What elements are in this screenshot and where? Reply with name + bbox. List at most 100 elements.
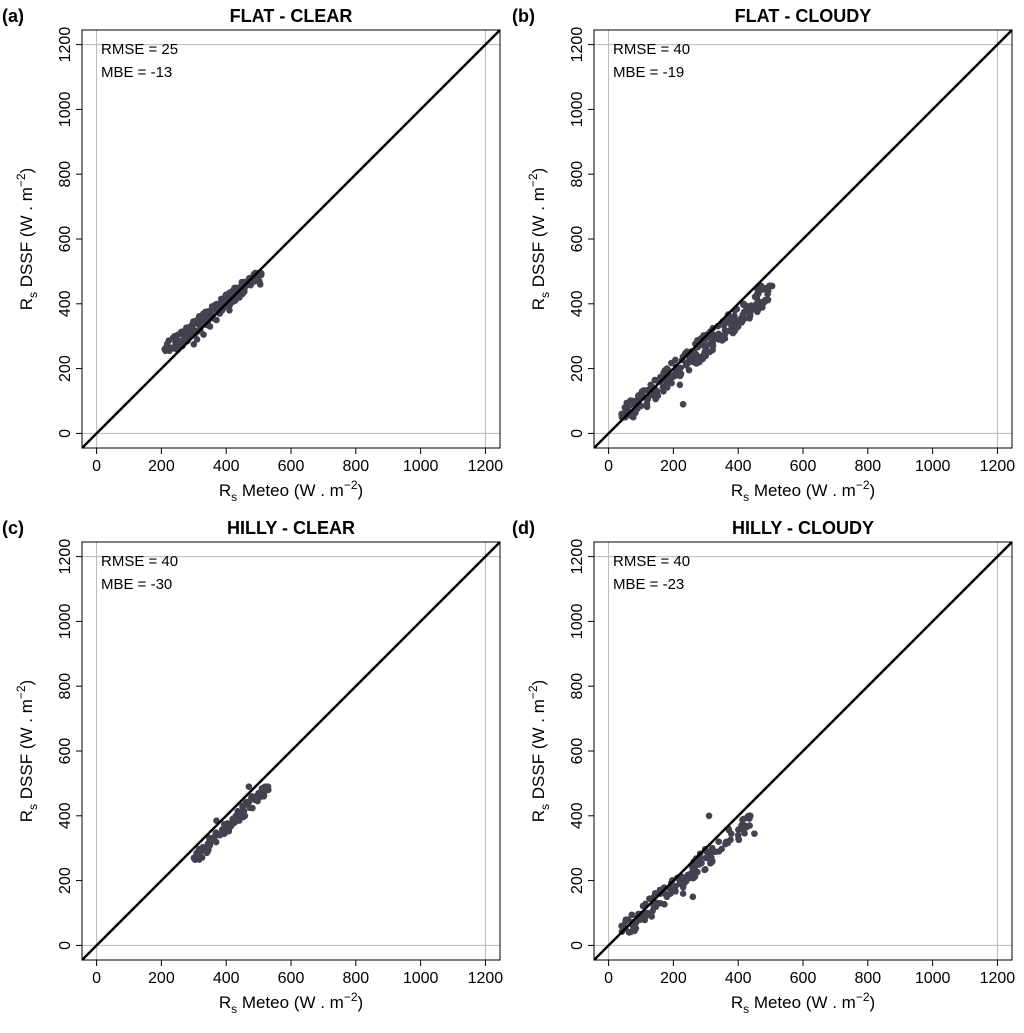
y-tick-label: 1200: [57, 27, 74, 63]
y-tick-label: 800: [569, 673, 586, 700]
data-point: [184, 333, 191, 341]
x-tick-label: 0: [604, 458, 613, 475]
y-tick-label: 200: [569, 355, 586, 382]
y-tick-label: 1200: [57, 539, 74, 575]
data-point: [743, 814, 751, 822]
data-point: [751, 293, 759, 301]
panel-tag: (b): [512, 6, 535, 26]
data-point: [666, 377, 673, 385]
y-tick-label: 400: [569, 290, 586, 317]
data-point: [740, 300, 748, 308]
x-tick-label: 1000: [915, 458, 951, 475]
rmse-label: RMSE = 40: [613, 41, 690, 58]
data-point: [652, 395, 659, 403]
mbe-label: MBE = -23: [613, 576, 684, 593]
y-axis-label: Rs DSSF (W . m−2): [526, 680, 552, 822]
data-point: [715, 330, 722, 338]
panel-2: 0 0 200 200 400 400 600 600 800 800 1000 1000 1200 12…: [512, 6, 1015, 504]
x-tick-label: 0: [92, 970, 101, 987]
x-tick-label: 1000: [403, 970, 439, 987]
data-point: [628, 911, 636, 919]
data-point: [739, 311, 747, 319]
y-tick-label: 1000: [57, 603, 74, 639]
data-point: [659, 384, 667, 391]
panel-tag: (c): [2, 518, 24, 538]
data-point: [668, 359, 675, 367]
data-point: [644, 396, 652, 403]
data-point: [260, 793, 268, 800]
data-point: [679, 890, 687, 897]
panel-4: 0 0 200 200 400 400 600 600 800 800 1000 1000 1200 12…: [512, 518, 1015, 1016]
y-tick-label: 1200: [569, 539, 586, 575]
data-point: [637, 916, 644, 923]
x-tick-label: 1200: [980, 970, 1016, 987]
y-axis-label: Rs DSSF (W . m−2): [14, 680, 40, 822]
data-point: [244, 801, 252, 808]
data-point: [653, 899, 661, 907]
data-point: [213, 316, 220, 324]
panel-tag: (a): [2, 6, 24, 26]
mbe-label: MBE = -13: [101, 64, 172, 81]
data-point: [257, 271, 265, 279]
data-point: [200, 331, 207, 338]
y-tick-label: 1000: [569, 603, 586, 639]
data-point: [672, 883, 679, 890]
data-point: [765, 282, 773, 290]
data-point: [204, 848, 211, 856]
data-point: [676, 381, 684, 389]
data-point: [651, 376, 659, 384]
rmse-label: RMSE = 25: [101, 41, 178, 58]
data-point: [715, 838, 723, 846]
y-tick-label: 0: [57, 429, 74, 438]
y-axis-label: Rs DSSF (W . m−2): [526, 168, 552, 310]
data-point: [249, 804, 256, 812]
panel-title: FLAT - CLEAR: [230, 6, 353, 26]
y-tick-label: 0: [57, 941, 74, 950]
y-tick-label: 1200: [569, 27, 586, 63]
data-point: [689, 863, 696, 871]
data-point: [651, 890, 659, 897]
x-tick-label: 600: [790, 970, 817, 987]
data-point: [193, 336, 201, 343]
x-tick-label: 800: [342, 458, 369, 475]
data-point: [757, 285, 764, 293]
data-point: [667, 890, 674, 897]
x-tick-label: 400: [725, 970, 752, 987]
x-tick-label: 0: [604, 970, 613, 987]
data-point: [747, 302, 755, 309]
y-tick-label: 600: [57, 738, 74, 765]
data-point: [698, 859, 705, 867]
x-tick-label: 1200: [980, 458, 1016, 475]
data-point: [206, 834, 213, 842]
x-tick-label: 1000: [915, 970, 951, 987]
data-point: [628, 399, 636, 406]
data-point: [192, 317, 200, 324]
data-point: [628, 927, 636, 935]
data-point: [176, 341, 183, 349]
mbe-label: MBE = -30: [101, 576, 172, 593]
y-tick-label: 1000: [569, 91, 586, 127]
y-tick-label: 800: [57, 673, 74, 700]
data-point: [699, 352, 707, 360]
data-point: [220, 820, 228, 828]
y-tick-label: 1000: [57, 91, 74, 127]
x-tick-label: 1200: [468, 458, 504, 475]
data-point: [661, 901, 668, 908]
data-point: [198, 854, 206, 861]
rmse-label: RMSE = 40: [101, 553, 178, 570]
data-point: [729, 329, 737, 337]
data-point: [258, 785, 266, 792]
data-point: [639, 902, 647, 910]
x-tick-label: 400: [213, 970, 240, 987]
x-tick-label: 200: [660, 458, 687, 475]
data-point: [190, 341, 198, 348]
y-tick-label: 0: [569, 941, 586, 950]
panel-title: FLAT - CLOUDY: [735, 6, 872, 26]
one-to-one-line: [593, 541, 1013, 961]
data-point: [724, 839, 732, 847]
data-point: [720, 322, 728, 329]
data-point: [721, 330, 729, 338]
data-point: [649, 907, 656, 915]
x-tick-label: 800: [854, 970, 881, 987]
